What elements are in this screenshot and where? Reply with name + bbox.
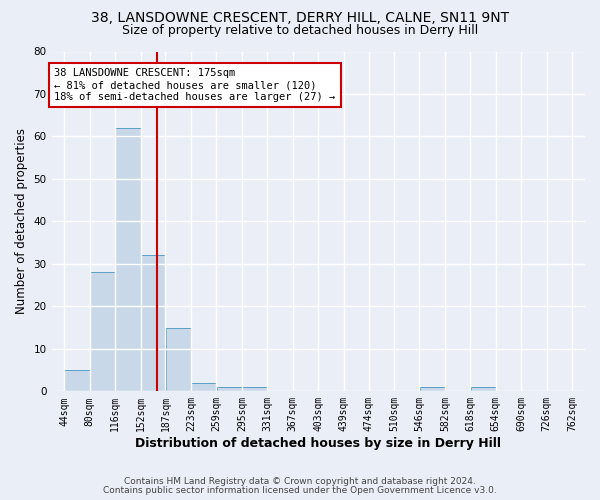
- Text: Contains public sector information licensed under the Open Government Licence v3: Contains public sector information licen…: [103, 486, 497, 495]
- Bar: [242, 387, 267, 392]
- X-axis label: Distribution of detached houses by size in Derry Hill: Distribution of detached houses by size …: [135, 437, 501, 450]
- Bar: [115, 128, 140, 392]
- Text: 38, LANSDOWNE CRESCENT, DERRY HILL, CALNE, SN11 9NT: 38, LANSDOWNE CRESCENT, DERRY HILL, CALN…: [91, 12, 509, 26]
- Y-axis label: Number of detached properties: Number of detached properties: [15, 128, 28, 314]
- Text: Size of property relative to detached houses in Derry Hill: Size of property relative to detached ho…: [122, 24, 478, 37]
- Bar: [64, 370, 89, 392]
- Bar: [191, 383, 216, 392]
- Bar: [217, 387, 242, 392]
- Bar: [470, 387, 496, 392]
- Bar: [141, 256, 165, 392]
- Bar: [90, 272, 115, 392]
- Bar: [419, 387, 445, 392]
- Bar: [166, 328, 191, 392]
- Text: Contains HM Land Registry data © Crown copyright and database right 2024.: Contains HM Land Registry data © Crown c…: [124, 477, 476, 486]
- Text: 38 LANSDOWNE CRESCENT: 175sqm
← 81% of detached houses are smaller (120)
18% of : 38 LANSDOWNE CRESCENT: 175sqm ← 81% of d…: [54, 68, 335, 102]
